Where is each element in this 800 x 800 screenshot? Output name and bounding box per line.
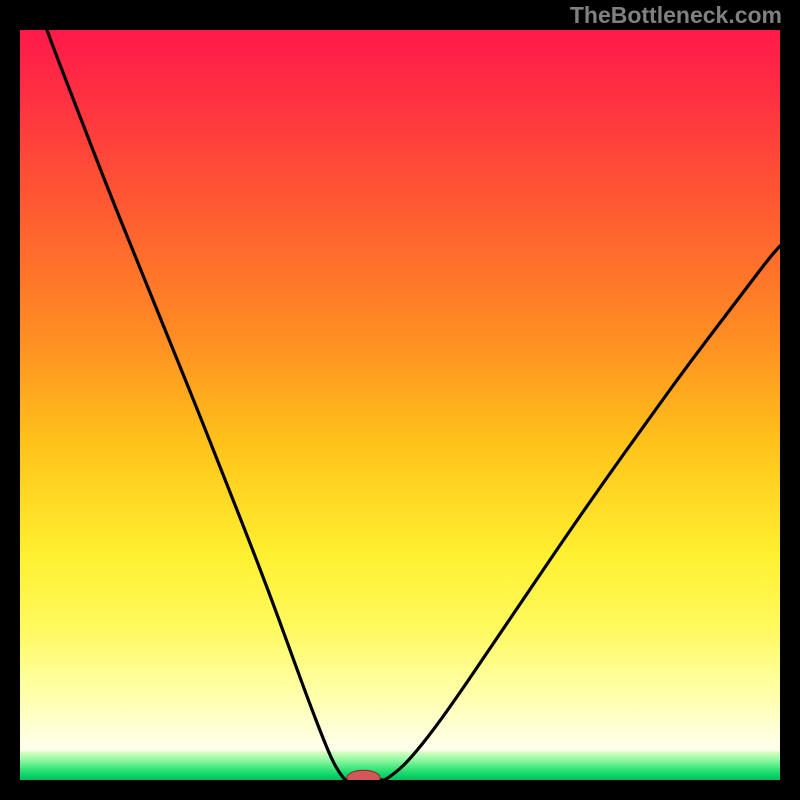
watermark-text: TheBottleneck.com bbox=[570, 2, 782, 29]
plot-area bbox=[20, 30, 780, 780]
gradient-background bbox=[20, 30, 780, 780]
chart-svg bbox=[20, 30, 780, 780]
